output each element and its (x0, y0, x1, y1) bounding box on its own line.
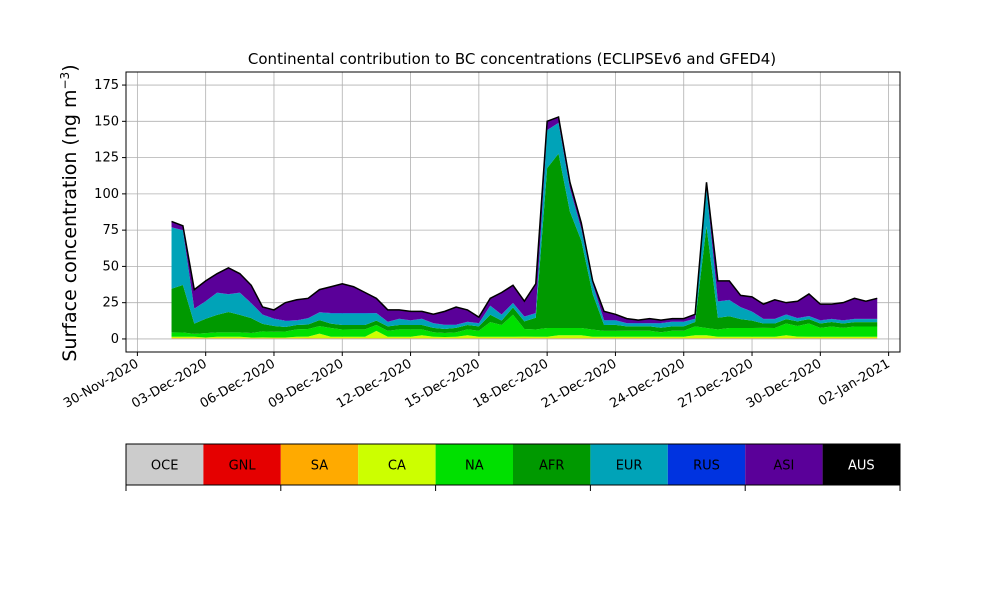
legend-swatch-asi (745, 444, 823, 485)
legend-swatch-oce (126, 444, 204, 485)
x-tick-label: 09-Dec-2020 (266, 356, 346, 411)
y-axis-label: Surface concentration (ng m−3) (58, 64, 81, 361)
stacked-areas (171, 116, 878, 339)
x-tick-label: 12-Dec-2020 (334, 356, 414, 411)
x-tick-label: 21-Dec-2020 (539, 356, 619, 411)
legend-swatch-rus (667, 444, 746, 485)
y-axis: 0 25 50 75 100 125 150 175 (94, 78, 126, 347)
legend-label-ca: CA (388, 459, 406, 474)
legend-swatch-afr (513, 444, 591, 485)
y-tick-label: 150 (94, 114, 119, 129)
legend-label-asi: ASI (773, 459, 794, 474)
x-tick-label: 24-Dec-2020 (607, 356, 687, 411)
series-area-asi (171, 116, 878, 325)
y-tick-label: 25 (102, 296, 119, 311)
series-area-aus (171, 116, 878, 321)
x-tick-label: 30-Dec-2020 (744, 356, 824, 411)
y-tick-label: 125 (94, 151, 119, 166)
y-tick-label: 75 (102, 223, 119, 238)
legend-label-oce: OCE (151, 459, 179, 474)
series-area-eur (171, 123, 878, 329)
x-axis: 30-Nov-202003-Dec-202006-Dec-202009-Dec-… (61, 352, 893, 412)
y-tick-label: 100 (94, 187, 119, 202)
legend-label-gnl: GNL (229, 459, 257, 474)
legend-swatch-na (435, 444, 513, 485)
y-tick-label: 0 (111, 332, 119, 347)
total-line (171, 115, 878, 321)
legend-label-afr: AFR (539, 459, 564, 474)
grid (126, 72, 900, 352)
legend-swatch-sa (280, 444, 359, 485)
legend-label-na: NA (465, 459, 484, 474)
x-tick-label: 15-Dec-2020 (402, 356, 482, 411)
plot-area: 0 25 50 75 100 125 150 175 30-Nov-202003-Dec-202… (61, 71, 901, 412)
x-tick-label: 27-Dec-2020 (676, 356, 756, 411)
legend-label-sa: SA (311, 459, 328, 474)
legend-swatch-ca (358, 444, 436, 485)
legend-label-aus: AUS (848, 459, 875, 474)
legend-swatch-gnl (203, 444, 281, 485)
chart-title: Continental contribution to BC concentra… (248, 50, 776, 68)
y-tick-label: 50 (102, 259, 119, 274)
y-tick-label: 175 (94, 78, 119, 93)
x-tick-label: 30-Nov-2020 (61, 356, 141, 411)
series-area-rus (171, 122, 878, 325)
legend-swatch-aus (822, 444, 900, 485)
plot-frame (125, 71, 901, 353)
x-tick-label: 03-Dec-2020 (129, 356, 209, 411)
legend-swatch-eur (590, 444, 668, 485)
x-tick-label: 06-Dec-2020 (198, 356, 278, 411)
series-area-afr (171, 153, 878, 334)
x-tick-label: 02-Jan-2021 (816, 356, 893, 409)
legend-frame (125, 443, 901, 486)
series-area-ca (171, 330, 878, 339)
series-area-na (171, 314, 878, 338)
legend-label-rus: RUS (693, 459, 720, 474)
legend-colorbar: OCE GNL SA CA NA AFR EUR RUS ASI AUS (125, 443, 901, 491)
x-tick-label: 18-Dec-2020 (471, 356, 551, 411)
legend-label-eur: EUR (616, 459, 643, 474)
